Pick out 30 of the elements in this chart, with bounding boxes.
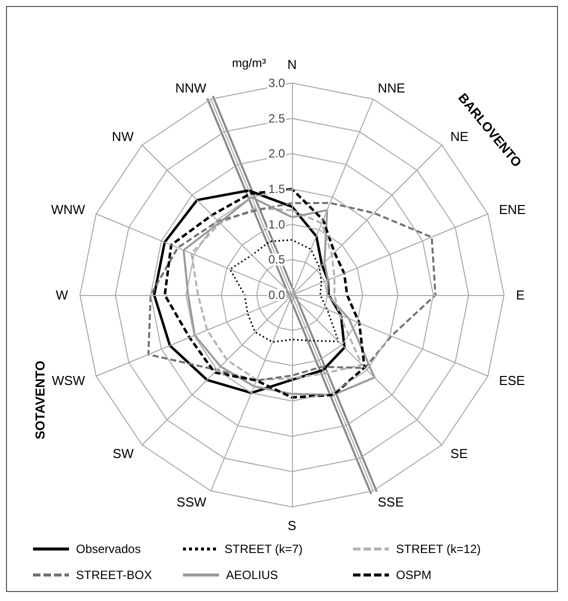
y-tick-label: 2.5 bbox=[268, 111, 286, 126]
y-tick-label: 2.0 bbox=[268, 146, 286, 161]
spoke-label: W bbox=[56, 288, 69, 302]
legend-label: Observados bbox=[76, 542, 141, 556]
spoke-label: NNE bbox=[378, 80, 406, 96]
legend-label: AEOLIUS bbox=[226, 568, 278, 582]
spoke-label: NW bbox=[112, 129, 134, 144]
spoke-label: S bbox=[288, 518, 297, 533]
legend-label: STREET (k=12) bbox=[396, 542, 481, 556]
y-tick-label: 1.0 bbox=[268, 217, 286, 232]
text: mg/m³ bbox=[232, 56, 266, 70]
spoke-label: ENE bbox=[498, 202, 526, 217]
spoke-label: SSE bbox=[378, 494, 404, 510]
legend-label: STREET (k=7) bbox=[224, 542, 303, 556]
spoke-label: WSW bbox=[52, 373, 86, 388]
spoke-label: NNW bbox=[175, 80, 208, 96]
y-tick-label: 0.5 bbox=[268, 252, 286, 267]
spoke-label: SW bbox=[112, 446, 134, 461]
y-tick-label: 3.0 bbox=[268, 76, 286, 90]
spoke-label: SSW bbox=[176, 494, 207, 510]
spoke-label: WNW bbox=[51, 202, 86, 217]
spoke-label: E bbox=[516, 288, 525, 302]
spoke-label: ESE bbox=[498, 373, 526, 388]
y-tick-label: 0.0 bbox=[268, 288, 286, 302]
text: SOTAVENTO bbox=[32, 360, 48, 440]
y-tick-label: 1.5 bbox=[268, 182, 286, 196]
legend-label: STREET-BOX bbox=[76, 568, 152, 582]
spoke-label: SE bbox=[450, 446, 468, 461]
spoke-label: N bbox=[287, 57, 297, 72]
legend-label: OSPM bbox=[396, 568, 432, 582]
